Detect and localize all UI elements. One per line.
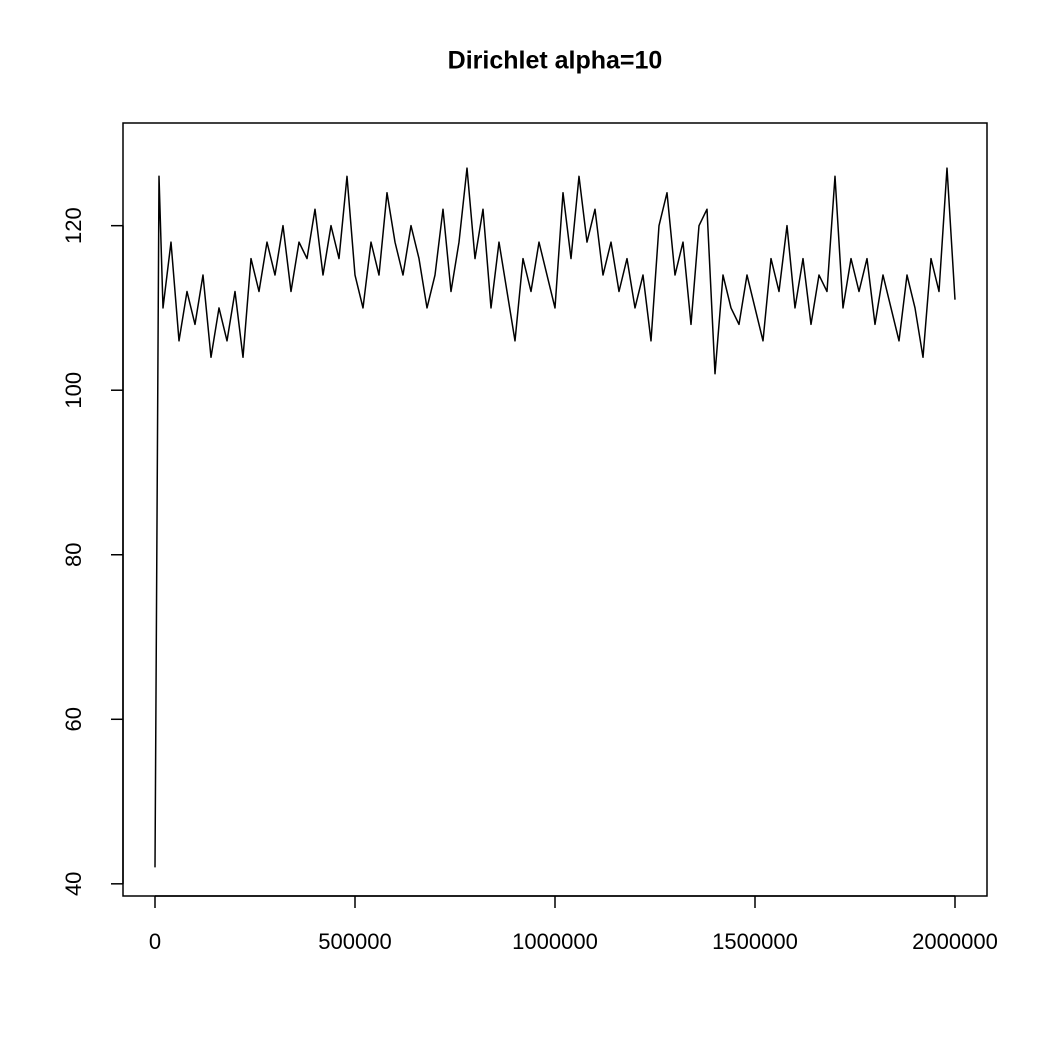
x-tick-label: 2000000 bbox=[912, 929, 998, 954]
x-tick-label: 1500000 bbox=[712, 929, 798, 954]
chart-title: Dirichlet alpha=10 bbox=[448, 47, 663, 75]
series-line bbox=[154, 167, 956, 868]
y-tick-label: 60 bbox=[61, 707, 86, 731]
x-tick-label: 1000000 bbox=[512, 929, 598, 954]
y-tick-label: 120 bbox=[61, 207, 86, 244]
x-tick-label: 0 bbox=[149, 929, 161, 954]
x-tick-label: 500000 bbox=[318, 929, 391, 954]
y-tick-label: 80 bbox=[61, 543, 86, 567]
y-tick-label: 40 bbox=[61, 872, 86, 896]
y-tick-label: 100 bbox=[61, 372, 86, 409]
